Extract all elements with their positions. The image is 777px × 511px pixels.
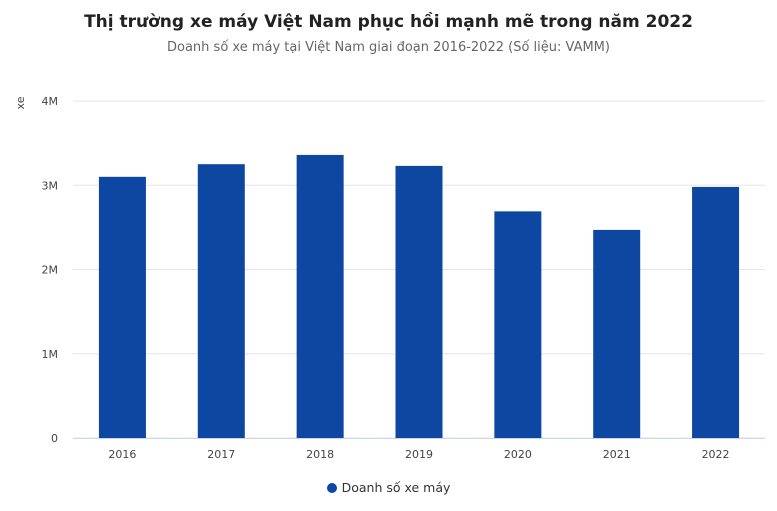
- bar: [197, 164, 245, 438]
- x-tick-label: 2017: [207, 448, 235, 461]
- x-tick-label: 2019: [405, 448, 433, 461]
- x-tick-label: 2016: [108, 448, 136, 461]
- chart-title: Thị trường xe máy Việt Nam phục hồi mạnh…: [84, 12, 693, 32]
- y-axis-label: xe: [14, 96, 27, 109]
- x-tick-label: 2022: [702, 448, 730, 461]
- bar: [98, 176, 146, 438]
- chart-subtitle: Doanh số xe máy tại Việt Nam giai đoạn 2…: [167, 40, 610, 55]
- legend-label: Doanh số xe máy: [341, 480, 451, 495]
- x-tick-label: 2021: [603, 448, 631, 461]
- bar: [593, 229, 641, 438]
- legend-item[interactable]: Doanh số xe máy: [0, 480, 777, 495]
- y-tick-label: 2M: [42, 264, 59, 277]
- bar: [692, 186, 740, 438]
- bar: [296, 154, 344, 439]
- y-tick-label: 0: [51, 432, 58, 445]
- y-tick-label: 4M: [42, 95, 59, 108]
- x-tick-label: 2020: [504, 448, 532, 461]
- y-tick-label: 1M: [42, 348, 59, 361]
- bar: [494, 211, 542, 438]
- y-tick-label: 3M: [42, 179, 59, 192]
- bar: [395, 165, 443, 438]
- x-tick-label: 2018: [306, 448, 334, 461]
- legend-marker: [326, 483, 337, 493]
